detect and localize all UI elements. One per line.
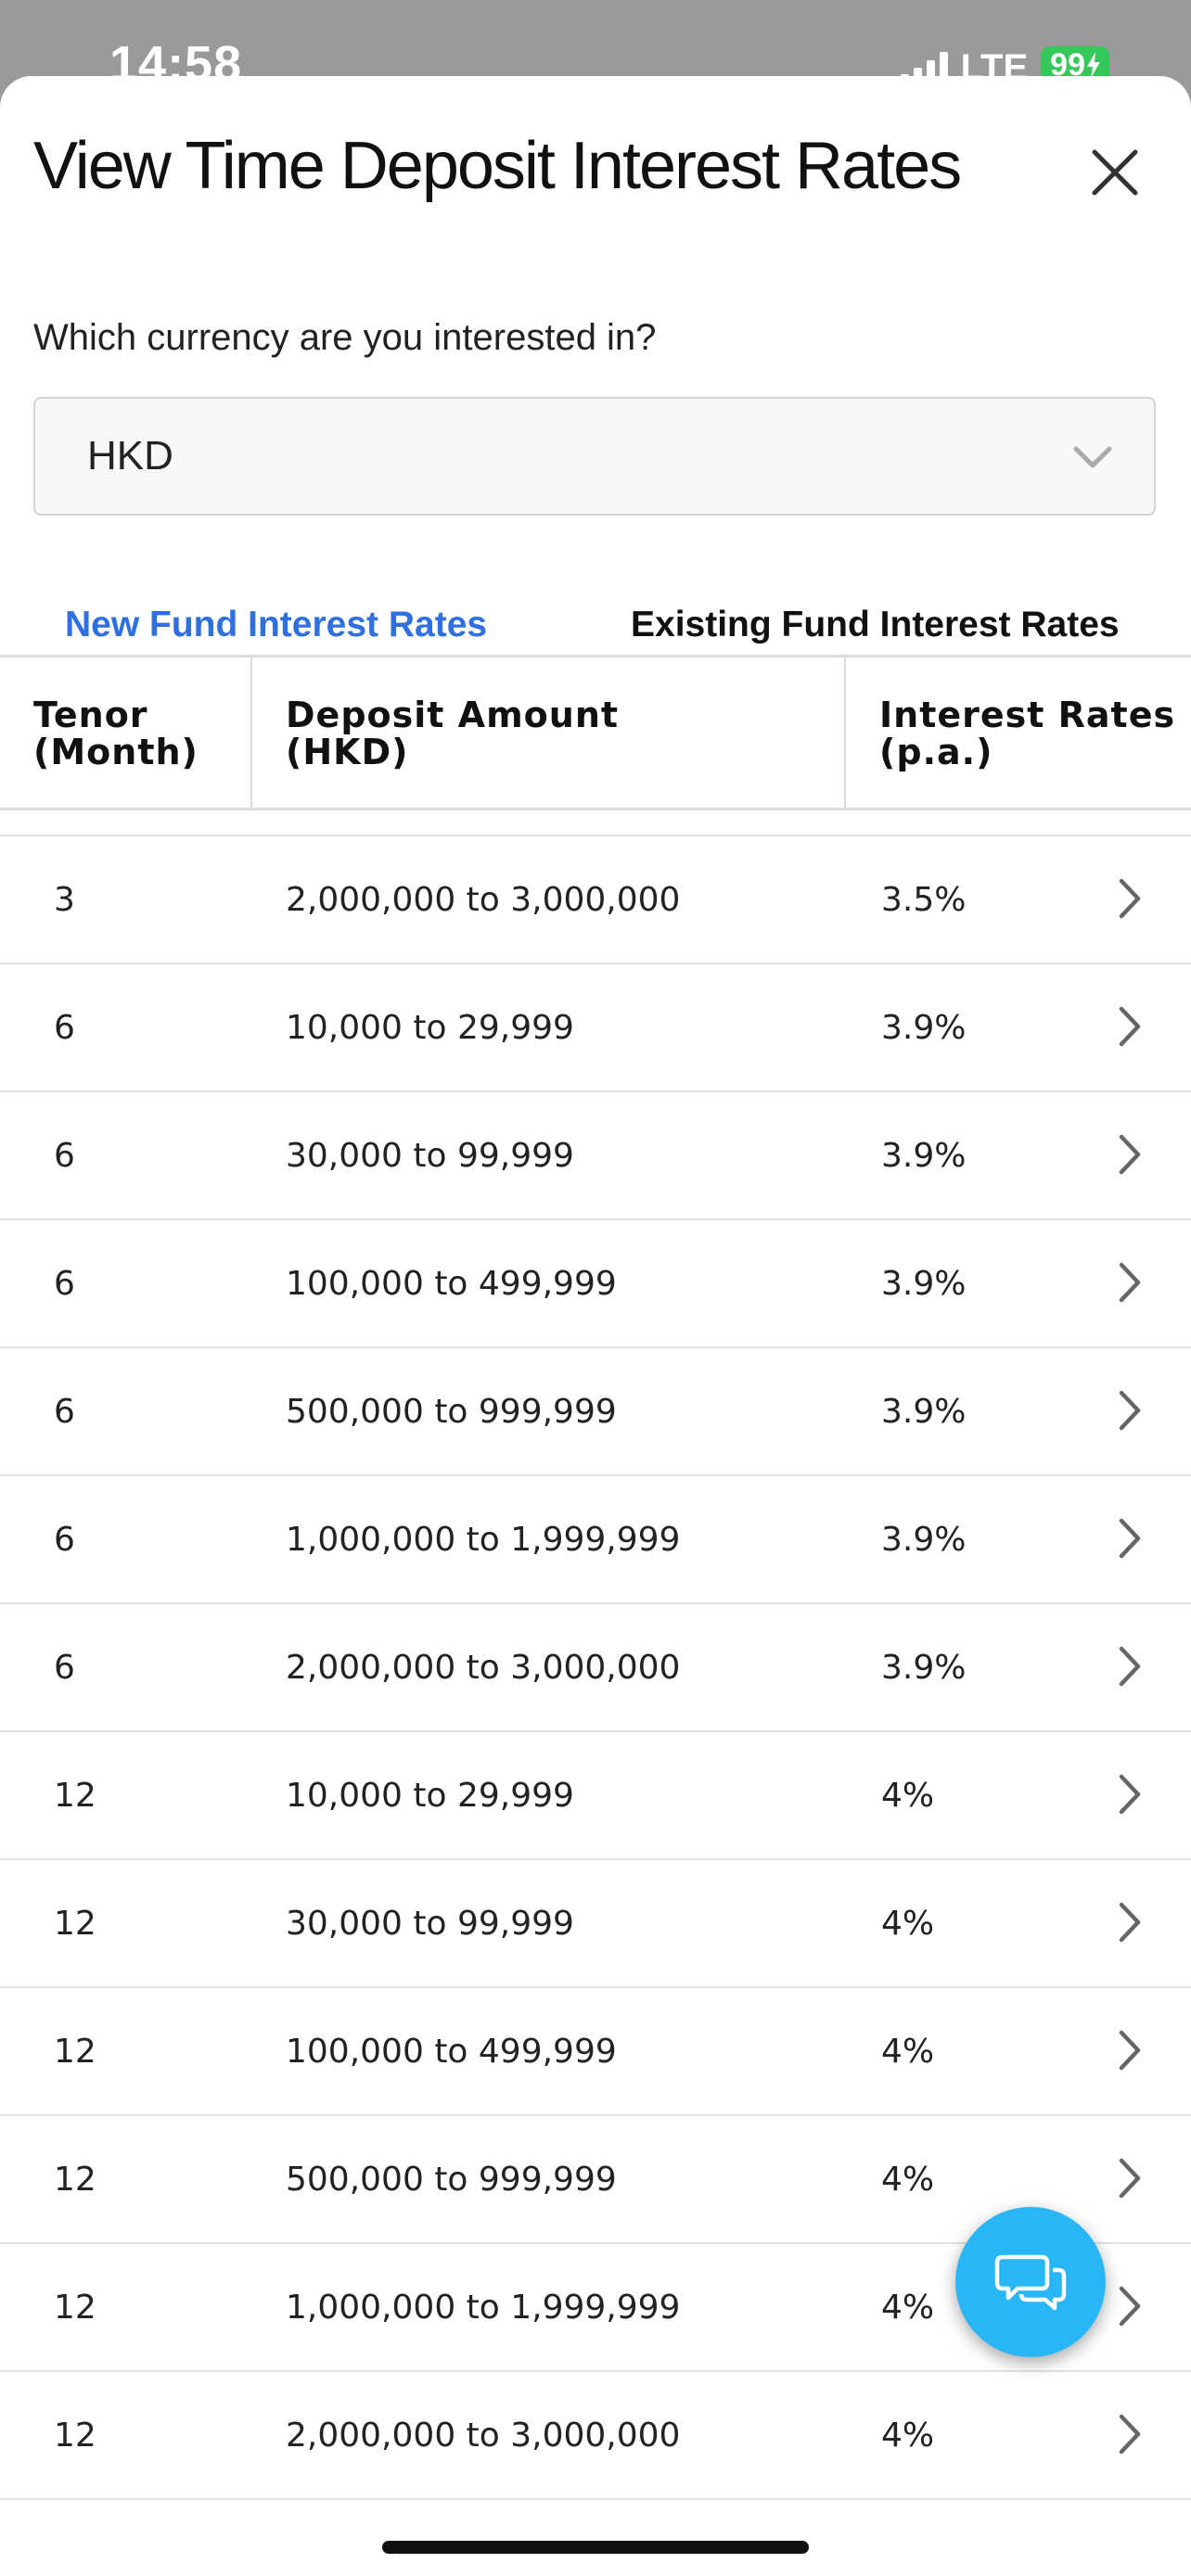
cell-deposit-amount: 100,000 to 499,999 (286, 2032, 617, 2071)
cell-tenor: 6 (54, 1648, 75, 1687)
chevron-right-icon (1119, 2030, 1141, 2071)
chevron-right-icon (1119, 1006, 1141, 1047)
rates-table-header: Tenor (Month) Deposit Amount (HKD) Interes… (0, 655, 1191, 810)
cell-interest-rate: 4% (881, 1776, 935, 1815)
currency-selected-value: HKD (87, 433, 173, 478)
cell-interest-rate: 4% (881, 2288, 935, 2327)
cell-deposit-amount: 10,000 to 29,999 (286, 1008, 574, 1047)
chevron-down-icon (1073, 446, 1112, 468)
chat-button[interactable] (955, 2207, 1106, 2357)
table-row[interactable]: 12 100,000 to 499,999 4% (0, 1988, 1191, 2116)
currency-dropdown[interactable]: HKD (33, 397, 1156, 516)
close-icon (1092, 149, 1138, 196)
header-rate-label: Interest Rates (p.a.) (879, 695, 1176, 772)
header-amount-label: Deposit Amount (HKD) (286, 695, 620, 772)
chevron-right-icon (1119, 1262, 1141, 1303)
cell-interest-rate: 3.9% (881, 1008, 967, 1047)
cell-interest-rate: 4% (881, 2160, 935, 2199)
cell-deposit-amount: 10,000 to 29,999 (286, 1776, 574, 1815)
cell-deposit-amount: 2,000,000 to 3,000,000 (286, 2416, 681, 2455)
table-row[interactable]: 12 2,000,000 to 3,000,000 4% (0, 2372, 1191, 2500)
table-row[interactable]: 6 30,000 to 99,999 3.9% (0, 1092, 1191, 1220)
header-tenor-label: Tenor (Month) (33, 695, 198, 772)
rates-sheet: View Time Deposit Interest Rates Which c… (0, 76, 1191, 2576)
chevron-right-icon (1119, 878, 1141, 919)
cell-deposit-amount: 30,000 to 99,999 (286, 1904, 574, 1943)
cell-interest-rate: 3.9% (881, 1264, 967, 1303)
cell-deposit-amount: 500,000 to 999,999 (286, 2160, 617, 2199)
table-row[interactable]: 6 2,000,000 to 3,000,000 3.9% (0, 1604, 1191, 1732)
cell-interest-rate: 3.9% (881, 1392, 967, 1431)
cell-deposit-amount: 100,000 to 499,999 (286, 1264, 617, 1303)
cell-interest-rate: 4% (881, 2032, 935, 2071)
cell-tenor: 12 (54, 2416, 96, 2455)
cell-interest-rate: 3.9% (881, 1648, 967, 1687)
header-tenor: Tenor (Month) (0, 657, 252, 808)
table-row[interactable]: 12 10,000 to 29,999 4% (0, 1732, 1191, 1860)
cell-interest-rate: 4% (881, 1904, 935, 1943)
cell-interest-rate: 3.9% (881, 1520, 967, 1559)
table-row[interactable]: 12 1,000,000 to 1,999,999 4% (0, 2244, 1191, 2372)
cell-tenor: 12 (54, 2032, 96, 2071)
cell-tenor: 3 (54, 880, 75, 919)
cell-deposit-amount: 2,000,000 to 3,000,000 (286, 1648, 681, 1687)
cell-deposit-amount: 1,000,000 to 1,999,999 (286, 2288, 681, 2327)
chevron-right-icon (1119, 1902, 1141, 1943)
sheet-title: View Time Deposit Interest Rates (33, 129, 962, 203)
cell-interest-rate: 3.5% (881, 880, 967, 919)
table-row[interactable]: 6 100,000 to 499,999 3.9% (0, 1220, 1191, 1348)
header-interest-rates: Interest Rates (p.a.) (846, 657, 1191, 808)
close-button[interactable] (1087, 145, 1143, 200)
chevron-right-icon (1119, 2414, 1141, 2455)
chevron-right-icon (1119, 2286, 1141, 2327)
home-indicator (382, 2541, 809, 2554)
cell-deposit-amount: 1,000,000 to 1,999,999 (286, 1520, 681, 1559)
cell-tenor: 12 (54, 2288, 96, 2327)
chevron-right-icon (1119, 1518, 1141, 1559)
table-row[interactable]: 12 500,000 to 999,999 4% (0, 2116, 1191, 2244)
header-deposit-amount: Deposit Amount (HKD) (252, 657, 846, 808)
chevron-right-icon (1119, 1134, 1141, 1175)
cell-interest-rate: 3.9% (881, 1136, 967, 1175)
charging-bolt-icon (1087, 52, 1100, 78)
table-row[interactable]: 6 1,000,000 to 1,999,999 3.9% (0, 1476, 1191, 1604)
rates-table-body: 3 2,000,000 to 3,000,000 3.5% 6 10,000 to 29… (0, 835, 1191, 2500)
currency-prompt: Which currency are you interested in? (33, 317, 657, 358)
chevron-right-icon (1119, 1646, 1141, 1687)
table-row[interactable]: 6 500,000 to 999,999 3.9% (0, 1348, 1191, 1476)
chevron-right-icon (1119, 1390, 1141, 1431)
cell-deposit-amount: 2,000,000 to 3,000,000 (286, 880, 681, 919)
cell-tenor: 6 (54, 1264, 75, 1303)
tab-existing-fund-rates[interactable]: Existing Fund Interest Rates (631, 605, 1120, 644)
cell-tenor: 12 (54, 1904, 96, 1943)
chat-bubbles-icon (994, 2254, 1067, 2311)
chevron-right-icon (1119, 1774, 1141, 1815)
cell-tenor: 6 (54, 1136, 75, 1175)
table-row[interactable]: 12 30,000 to 99,999 4% (0, 1860, 1191, 1988)
cell-deposit-amount: 30,000 to 99,999 (286, 1136, 574, 1175)
cell-tenor: 6 (54, 1520, 75, 1559)
cell-tenor: 12 (54, 2160, 96, 2199)
cell-tenor: 12 (54, 1776, 96, 1815)
cell-interest-rate: 4% (881, 2416, 935, 2455)
cell-deposit-amount: 500,000 to 999,999 (286, 1392, 617, 1431)
status-bar: 14:58 LTE 99 (0, 0, 1191, 92)
chevron-right-icon (1119, 2158, 1141, 2199)
cell-tenor: 6 (54, 1008, 75, 1047)
cell-tenor: 6 (54, 1392, 75, 1431)
table-row[interactable]: 3 2,000,000 to 3,000,000 3.5% (0, 836, 1191, 964)
table-row[interactable]: 6 10,000 to 29,999 3.9% (0, 964, 1191, 1092)
